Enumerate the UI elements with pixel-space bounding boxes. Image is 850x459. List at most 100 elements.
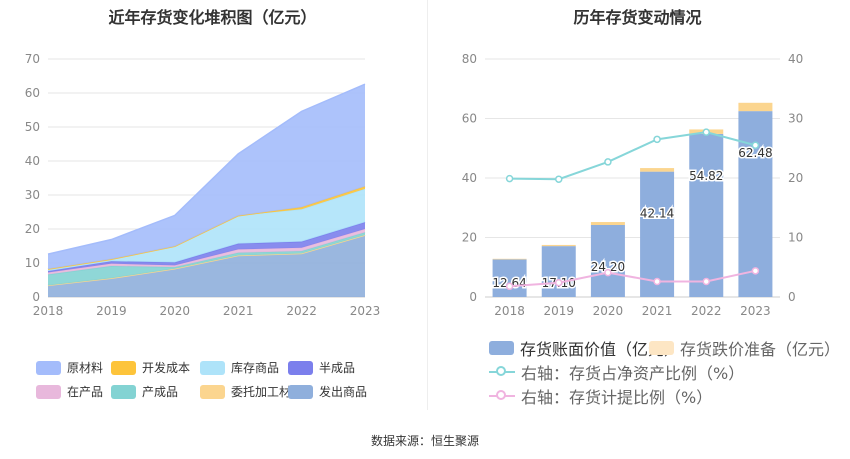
legend-swatch <box>288 360 313 375</box>
legend-item-bar-book-value[interactable]: 存货账面价值（亿元） <box>489 336 680 360</box>
line-point-1 <box>702 277 710 286</box>
left-x-tick-label: 2019 <box>96 304 127 318</box>
line-point-0 <box>702 128 710 136</box>
right-x-tick-label: 2023 <box>740 304 771 318</box>
right-y-right-tick-label: 10 <box>788 231 803 245</box>
line-point-0 <box>751 141 760 150</box>
bar-impairment <box>541 244 576 247</box>
legend-label-bar-book-value: 存货账面价值（亿元） <box>520 340 681 359</box>
left-x-tick-label: 2023 <box>350 304 381 318</box>
bar-book-value <box>541 246 576 297</box>
legend-label: 委托加工材料 <box>231 385 304 399</box>
area-7 <box>48 84 365 270</box>
left-y-tick-label: 0 <box>32 290 40 304</box>
area-0 <box>48 235 365 297</box>
bar-impairment <box>590 222 625 226</box>
right-y-right-tick-label: 40 <box>788 52 803 66</box>
right-x-tick-label: 2019 <box>543 304 574 318</box>
left-y-tick-label: 40 <box>25 154 40 168</box>
line-point-0 <box>653 135 661 144</box>
right-chart-title: 历年存货变动情况 <box>573 8 702 27</box>
line-point-0 <box>505 174 514 183</box>
legend-label-line-provision: 右轴：存货计提比例（%） <box>521 388 713 407</box>
bar-book-value <box>640 171 675 297</box>
right-y-left-tick-label: 80 <box>462 52 477 66</box>
bar-value-label: 24.20 <box>591 260 625 274</box>
panel-divider <box>427 0 428 410</box>
right-y-right-tick-label: 30 <box>788 112 803 126</box>
line-point-0 <box>555 175 563 183</box>
legend-swatch-bar-impairment <box>649 341 674 355</box>
left-x-tick-label: 2021 <box>223 304 254 318</box>
line-point-1 <box>505 282 514 291</box>
legend-item-2[interactable]: 库存商品 <box>200 359 279 376</box>
left-y-tick-label: 10 <box>25 256 40 270</box>
bar-impairment <box>738 102 773 112</box>
legend-label: 库存商品 <box>231 361 280 375</box>
line-point-1 <box>653 277 661 286</box>
legend-swatch <box>36 384 61 399</box>
bar-value-label: 42.14 <box>640 207 674 221</box>
legend-label-line-ratio: 右轴：存货占净资产比例（%） <box>521 364 745 383</box>
right-y-left-tick-label: 40 <box>462 171 477 185</box>
area-5 <box>48 188 365 272</box>
legend-label: 在产品 <box>67 385 104 399</box>
line-series-0 <box>509 131 756 181</box>
legend-label-bar-impairment: 存货跌价准备（亿元） <box>680 340 841 359</box>
bar-impairment <box>640 168 675 172</box>
right-x-tick-label: 2018 <box>494 304 525 318</box>
left-y-tick-label: 20 <box>25 222 40 236</box>
legend-swatch <box>111 360 136 375</box>
left-y-tick-label: 60 <box>25 86 40 100</box>
right-y-left-tick-label: 0 <box>469 290 477 304</box>
legend-label: 发出商品 <box>319 385 368 399</box>
left-y-tick-label: 70 <box>25 52 40 66</box>
legend-swatch <box>111 384 136 399</box>
legend-label: 产成品 <box>142 385 179 399</box>
bar-value-label: 62.48 <box>738 146 772 160</box>
right-y-left-tick-label: 20 <box>462 231 477 245</box>
bar-book-value <box>492 259 527 297</box>
legend-swatch <box>200 360 225 375</box>
legend-swatch <box>200 384 225 399</box>
bar-book-value <box>689 133 724 297</box>
legend-label: 原材料 <box>67 361 104 375</box>
legend-item-bar-impairment[interactable]: 存货跌价准备（亿元） <box>649 336 840 360</box>
right-y-left-tick-label: 60 <box>462 112 477 126</box>
legend-icon-line-provision <box>489 389 515 403</box>
left-y-tick-label: 30 <box>25 188 40 202</box>
line-series-1 <box>509 269 756 288</box>
legend-item-5[interactable]: 产成品 <box>111 383 178 400</box>
left-y-tick-label: 50 <box>25 120 40 134</box>
right-x-tick-label: 2020 <box>593 304 624 318</box>
line-point-0 <box>604 158 612 166</box>
left-x-tick-label: 2022 <box>286 304 317 318</box>
area-2 <box>48 232 365 286</box>
legend-item-4[interactable]: 在产品 <box>36 383 103 400</box>
bar-value-label: 54.82 <box>689 169 723 183</box>
legend-icon-line-ratio <box>489 365 515 379</box>
legend-item-line-ratio[interactable]: 右轴：存货占净资产比例（%） <box>489 360 744 384</box>
legend-item-1[interactable]: 开发成本 <box>111 359 190 376</box>
legend-item-3[interactable]: 半成品 <box>288 359 355 376</box>
legend-swatch <box>288 384 313 399</box>
legend-swatch <box>36 360 61 375</box>
right-y-right-tick-label: 20 <box>788 171 803 185</box>
right-x-tick-label: 2022 <box>691 304 722 318</box>
bar-impairment <box>492 258 527 260</box>
legend-label: 半成品 <box>319 361 356 375</box>
legend-item-6[interactable]: 委托加工材料 <box>200 383 303 400</box>
legend-label: 开发成本 <box>142 361 191 375</box>
legend-item-line-provision[interactable]: 右轴：存货计提比例（%） <box>489 384 712 408</box>
data-source-note: 数据来源：恒生聚源 <box>370 434 479 448</box>
legend-item-0[interactable]: 原材料 <box>36 359 103 376</box>
left-x-tick-label: 2018 <box>33 304 64 318</box>
right-x-tick-label: 2021 <box>642 304 673 318</box>
left-x-tick-label: 2020 <box>160 304 191 318</box>
right-y-right-tick-label: 0 <box>788 290 796 304</box>
legend-swatch-bar-book-value <box>489 341 514 355</box>
area-3 <box>48 229 365 275</box>
left-chart-title: 近年存货变化堆积图（亿元） <box>108 8 317 27</box>
legend-item-7[interactable]: 发出商品 <box>288 383 367 400</box>
